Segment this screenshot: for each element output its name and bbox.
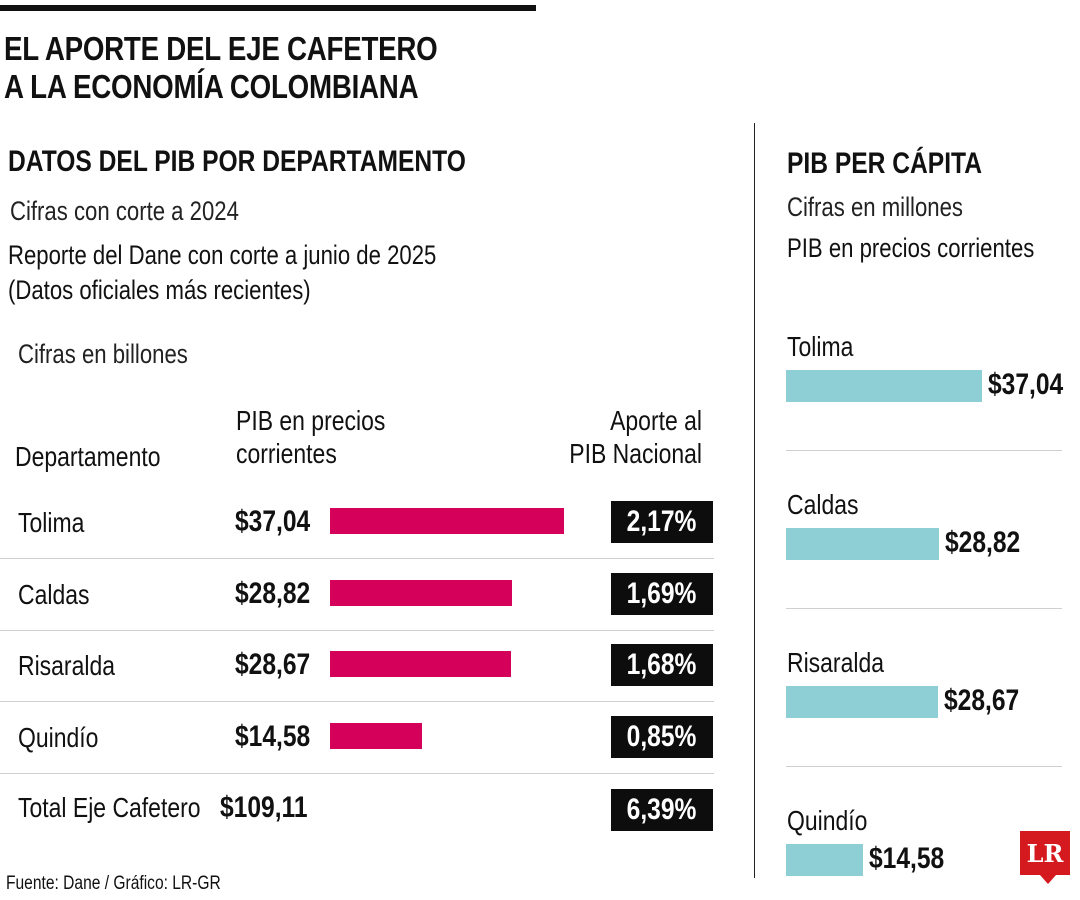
department-name: Caldas	[18, 579, 90, 610]
row-separator	[0, 558, 714, 559]
col-header-pib-line-2: corrientes	[236, 438, 337, 469]
total-pct-box: 6,39%	[611, 789, 713, 831]
pib-value-label: $14,58	[235, 720, 311, 753]
aporte-pct-label: 2,17%	[627, 505, 697, 538]
aporte-pct-box: 1,69%	[611, 573, 713, 615]
per-capita-separator	[786, 450, 1062, 451]
top-rule	[0, 5, 536, 11]
report-line-1: Reporte del Dane con corte a junio de 20…	[8, 240, 437, 270]
per-capita-note: PIB en precios corrientes	[787, 233, 1035, 263]
col-header-aporte-line-1: Aporte al	[610, 405, 702, 436]
total-pct: 6,39%	[627, 793, 697, 826]
aporte-pct-box: 2,17%	[611, 501, 713, 543]
per-capita-department: Risaralda	[787, 647, 884, 678]
col-header-department: Departamento	[15, 441, 161, 472]
per-capita-subtitle: Cifras en millones	[787, 192, 963, 222]
per-capita-value-label: $28,67	[944, 684, 1020, 717]
per-capita-bar	[786, 844, 863, 876]
pib-value-label: $28,67	[235, 648, 311, 681]
per-capita-department: Quindío	[787, 805, 868, 836]
department-name: Risaralda	[18, 650, 115, 681]
per-capita-separator	[786, 766, 1062, 767]
pib-departamento-heading: DATOS DEL PIB POR DEPARTAMENTO	[8, 145, 466, 178]
per-capita-heading: PIB PER CÁPITA	[787, 147, 983, 180]
per-capita-department: Tolima	[787, 331, 854, 362]
pib-value-label: $28,82	[235, 577, 311, 610]
per-capita-department: Caldas	[787, 489, 859, 520]
total-label: Total Eje Cafetero	[18, 792, 201, 823]
infographic-title: EL APORTE DEL EJE CAFETERO A LA ECONOMÍA…	[4, 30, 438, 106]
aporte-pct-box: 0,85%	[611, 716, 713, 758]
aporte-pct-label: 0,85%	[627, 720, 697, 753]
per-capita-bar	[786, 528, 939, 560]
row-separator	[0, 773, 714, 774]
pib-bar	[330, 580, 512, 606]
col-header-pib-line-1: PIB en precios	[236, 405, 386, 436]
row-separator	[0, 630, 714, 631]
aporte-pct-label: 1,69%	[627, 577, 697, 610]
per-capita-bar	[786, 370, 982, 402]
title-line-2: A LA ECONOMÍA COLOMBIANA	[4, 68, 419, 105]
title-line-1: EL APORTE DEL EJE CAFETERO	[4, 30, 438, 67]
panel-divider	[754, 123, 755, 878]
pib-bar	[330, 723, 422, 749]
lr-logo-tail	[1040, 875, 1056, 884]
department-name: Quindío	[18, 722, 99, 753]
per-capita-separator	[786, 608, 1062, 609]
pib-subtitle: Cifras con corte a 2024	[10, 196, 239, 226]
per-capita-value-label: $28,82	[945, 526, 1021, 559]
pib-bar	[330, 508, 564, 534]
pib-value-label: $37,04	[235, 505, 311, 538]
per-capita-value-label: $37,04	[988, 368, 1064, 401]
lr-logo: LR	[1020, 831, 1070, 875]
report-line-2: (Datos oficiales más recientes)	[8, 275, 311, 305]
pib-bar	[330, 651, 511, 677]
col-header-pib: PIB en precios corrientes	[236, 404, 385, 470]
aporte-pct-box: 1,68%	[611, 644, 713, 686]
source-note: Fuente: Dane / Gráfico: LR-GR	[6, 873, 221, 894]
department-name: Tolima	[18, 507, 85, 538]
col-header-aporte: Aporte al PIB Nacional	[540, 404, 702, 470]
col-header-aporte-line-2: PIB Nacional	[569, 438, 702, 469]
units-note: Cifras en billones	[18, 339, 188, 369]
per-capita-value-label: $14,58	[869, 842, 945, 875]
per-capita-bar	[786, 686, 938, 718]
row-separator	[0, 701, 714, 702]
aporte-pct-label: 1,68%	[627, 648, 697, 681]
total-value: $109,11	[220, 791, 308, 824]
